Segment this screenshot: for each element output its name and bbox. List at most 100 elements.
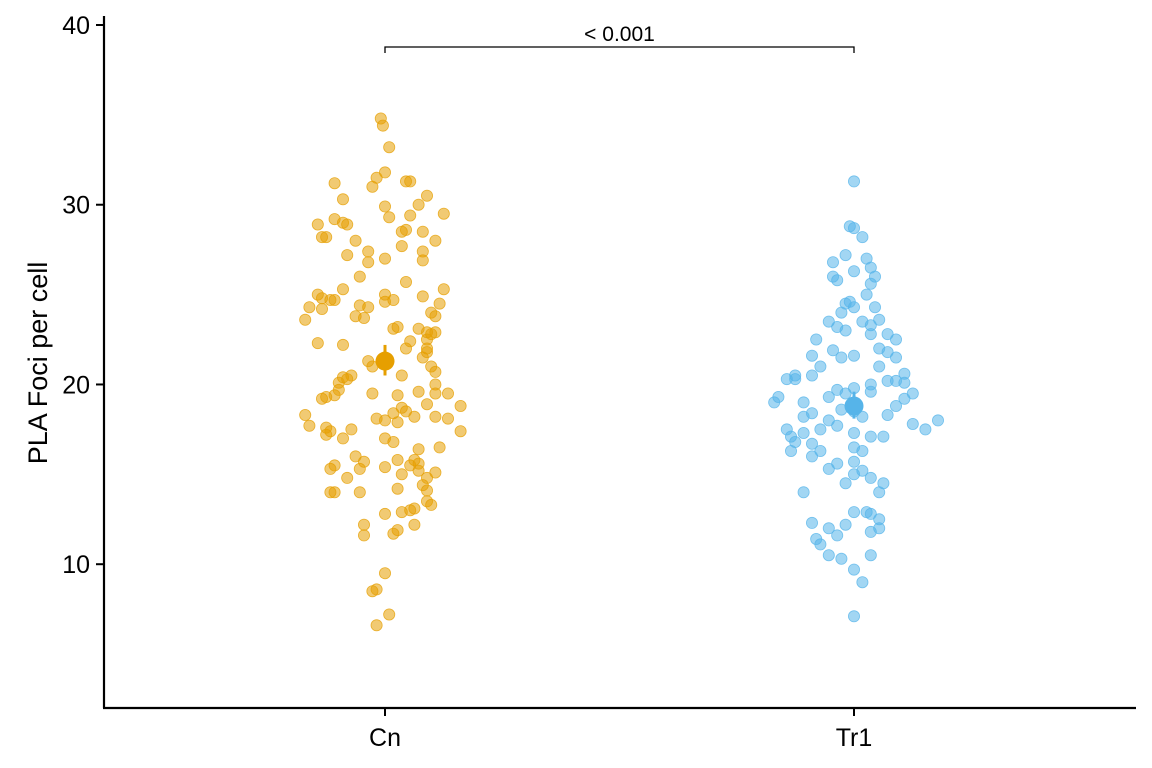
data-point [806, 516, 819, 529]
data-point [881, 328, 894, 341]
data-point [835, 552, 848, 565]
data-point [349, 234, 362, 247]
significance-bracket-line [384, 46, 855, 53]
data-point [391, 482, 404, 495]
data-point [877, 430, 890, 443]
data-point [848, 610, 861, 623]
data-point [797, 410, 810, 423]
data-point [336, 432, 349, 445]
significance-label: < 0.001 [584, 23, 655, 46]
data-point [383, 211, 396, 224]
data-point [822, 390, 835, 403]
data-point [420, 346, 433, 359]
y-tick-label: 30 [62, 192, 90, 220]
data-point [789, 373, 802, 386]
data-point [864, 328, 877, 341]
data-point [433, 297, 446, 310]
data-point [831, 274, 844, 287]
data-point [324, 293, 337, 306]
data-point [437, 207, 450, 220]
x-tick-label: Cn [369, 724, 401, 752]
data-point [299, 313, 312, 326]
data-point [827, 344, 840, 357]
data-point [399, 342, 412, 355]
data-point [814, 423, 827, 436]
data-point [416, 254, 429, 267]
data-point [797, 486, 810, 499]
data-point [315, 392, 328, 405]
data-point [437, 283, 450, 296]
data-point [420, 484, 433, 497]
data-point [341, 471, 354, 484]
data-point [357, 518, 370, 531]
data-point [873, 360, 886, 373]
data-point [370, 619, 383, 632]
data-point [848, 222, 861, 235]
data-point [898, 376, 911, 389]
data-point [433, 441, 446, 454]
data-point [429, 365, 442, 378]
data-point [404, 209, 417, 222]
x-axis: Cn Tr1 [103, 706, 1136, 752]
data-point [391, 416, 404, 429]
data-point [869, 301, 882, 314]
data-point [919, 423, 932, 436]
data-point [383, 608, 396, 621]
data-point [768, 396, 781, 409]
data-point [378, 414, 391, 427]
data-point [353, 270, 366, 283]
data-point [366, 387, 379, 400]
data-point [864, 549, 877, 562]
data-point [848, 563, 861, 576]
data-point [416, 225, 429, 238]
data-point [324, 462, 337, 475]
data-point [429, 310, 442, 323]
data-point [881, 346, 894, 359]
data-point [906, 417, 919, 430]
data-point [839, 518, 852, 531]
data-point [387, 322, 400, 335]
data-point [454, 425, 467, 438]
data-point [806, 437, 819, 450]
data-point [391, 389, 404, 402]
data-point [378, 295, 391, 308]
y-tick-label: 40 [62, 12, 90, 40]
data-point [822, 315, 835, 328]
data-point [395, 225, 408, 238]
data-point [399, 275, 412, 288]
data-point [328, 389, 341, 402]
data-point [366, 180, 379, 193]
data-point [378, 507, 391, 520]
x-tick-label: Tr1 [836, 724, 873, 752]
data-point [311, 337, 324, 350]
y-axis-ticks: 10 20 30 40 [62, 12, 104, 579]
data-point [387, 527, 400, 540]
data-point [898, 392, 911, 405]
data-point [362, 245, 375, 258]
data-point [412, 198, 425, 211]
data-point [420, 326, 433, 339]
data-point [378, 166, 391, 179]
data-point [349, 310, 362, 323]
data-point [362, 256, 375, 269]
data-point [376, 119, 389, 132]
data-point [785, 444, 798, 457]
data-point [336, 338, 349, 351]
data-point [408, 518, 421, 531]
data-point [349, 450, 362, 463]
data-point [404, 175, 417, 188]
data-point [399, 405, 412, 418]
data-point [864, 430, 877, 443]
data-point [822, 462, 835, 475]
data-point [864, 277, 877, 290]
data-point [856, 576, 869, 589]
data-point [315, 302, 328, 315]
data-point [873, 313, 886, 326]
data-point [814, 538, 827, 551]
data-point [336, 216, 349, 229]
data-point [328, 486, 341, 499]
data-point [806, 450, 819, 463]
data-point [890, 333, 903, 346]
data-point [441, 387, 454, 400]
data-point [408, 410, 421, 423]
